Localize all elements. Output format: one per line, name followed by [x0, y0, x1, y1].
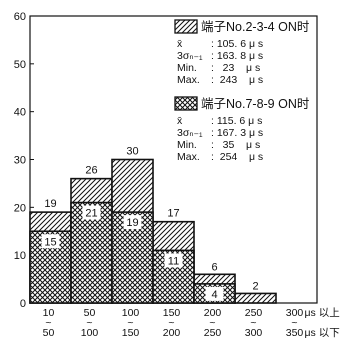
x-bin-tilde: ~ [127, 317, 133, 329]
stat-value: : 115. 6 μ s [211, 115, 262, 127]
x-bin-from-label: 150 [163, 307, 181, 319]
value-label-series-1: 26 [85, 165, 97, 177]
x-bin-from-label: 200 [204, 307, 222, 319]
y-tick-label: 40 [14, 107, 26, 119]
bar-series-1-bin-6 [234, 292, 277, 304]
legend-swatch-series-2 [174, 96, 198, 111]
y-tick-label: 30 [14, 155, 26, 167]
x-bin-from-label: 10 [43, 307, 55, 319]
x-bin-tilde: ~ [250, 317, 256, 329]
y-tick-label: 0 [20, 298, 26, 310]
stat-key: x̄ [177, 38, 183, 50]
value-label-bg [123, 215, 142, 230]
x-bin-from-label: 300 [286, 307, 304, 319]
x-unit-lower: μs 以下 [305, 327, 340, 339]
legend-swatch-series-1 [174, 19, 198, 34]
stat-value: : 243 μ s [211, 74, 263, 86]
value-label-bg [123, 143, 142, 158]
value-label-bg [41, 196, 60, 211]
x-bin-to-label: 100 [81, 327, 99, 339]
legend: 端子No.2-3-4 ON时 x̄ : 105. 6 μ s 3σₙ₋₁ : 163. … [174, 19, 310, 163]
stat-value: : 105. 6 μ s [211, 38, 263, 50]
stat-key: 3σₙ₋₁ [177, 50, 203, 62]
value-label-series-2: 11 [168, 255, 179, 267]
stat-key: Min. [177, 62, 197, 74]
x-bin-to-label: 50 [43, 327, 55, 339]
value-label-bg [164, 205, 183, 220]
value-label-bg [205, 259, 224, 274]
stat-value: : 163. 8 μ s [211, 50, 263, 62]
x-bin-from-label: 250 [245, 307, 263, 319]
x-bin-to-label: 300 [245, 327, 263, 339]
stat-key: Max. [177, 74, 200, 86]
value-label-series-1: 17 [167, 208, 179, 220]
value-label-series-1: 30 [126, 146, 138, 158]
x-bin-to-label: 200 [163, 327, 181, 339]
value-label-series-2: 4 [211, 289, 217, 301]
y-tick-label: 20 [14, 202, 26, 214]
value-label-bg [82, 205, 101, 220]
x-bin-to-label: 250 [204, 327, 222, 339]
x-bin-tilde: ~ [86, 317, 92, 329]
x-bin-to-label: 350 [286, 327, 304, 339]
stat-value: : 35 μ s [211, 139, 260, 151]
x-bin-to-label: 150 [122, 327, 140, 339]
stat-value: : 167. 3 μ s [211, 127, 263, 139]
y-tick-label: 60 [14, 11, 26, 23]
value-label-series-2: 21 [85, 208, 97, 220]
x-unit-upper: μs 以上 [305, 307, 340, 319]
y-tick-label: 10 [14, 250, 26, 262]
x-bin-tilde: ~ [209, 317, 215, 329]
stat-key: Max. [177, 151, 200, 163]
x-bin-from-label: 100 [122, 307, 140, 319]
stat-key: x̄ [177, 115, 183, 127]
x-bin-tilde: ~ [291, 317, 297, 329]
value-label-bg [205, 286, 224, 301]
plot-area: 0102030405060192630176215211911410~5050~… [14, 11, 340, 339]
value-label-bg [41, 234, 60, 249]
value-label-bg [82, 162, 101, 177]
value-label-series-2: 15 [44, 236, 56, 248]
y-tick-label: 50 [14, 59, 26, 71]
value-label-series-1: 2 [252, 280, 258, 292]
value-label-bg [246, 278, 265, 293]
stat-value: : 23 μ s [211, 62, 260, 74]
x-bin-from-label: 50 [84, 307, 96, 319]
legend-label-series-2: 端子No.7-8-9 ON时 [201, 97, 310, 111]
value-label-series-2: 19 [126, 217, 138, 229]
x-bin-tilde: ~ [168, 317, 174, 329]
stat-key: 3σₙ₋₁ [177, 127, 203, 139]
value-label-series-1: 6 [211, 261, 217, 273]
stat-value: : 254 μ s [211, 151, 263, 163]
x-bin-tilde: ~ [45, 317, 51, 329]
stat-key: Min. [177, 139, 197, 151]
legend-label-series-1: 端子No.2-3-4 ON时 [201, 20, 310, 34]
value-label-series-1: 19 [44, 198, 56, 210]
value-label-bg [164, 253, 183, 268]
